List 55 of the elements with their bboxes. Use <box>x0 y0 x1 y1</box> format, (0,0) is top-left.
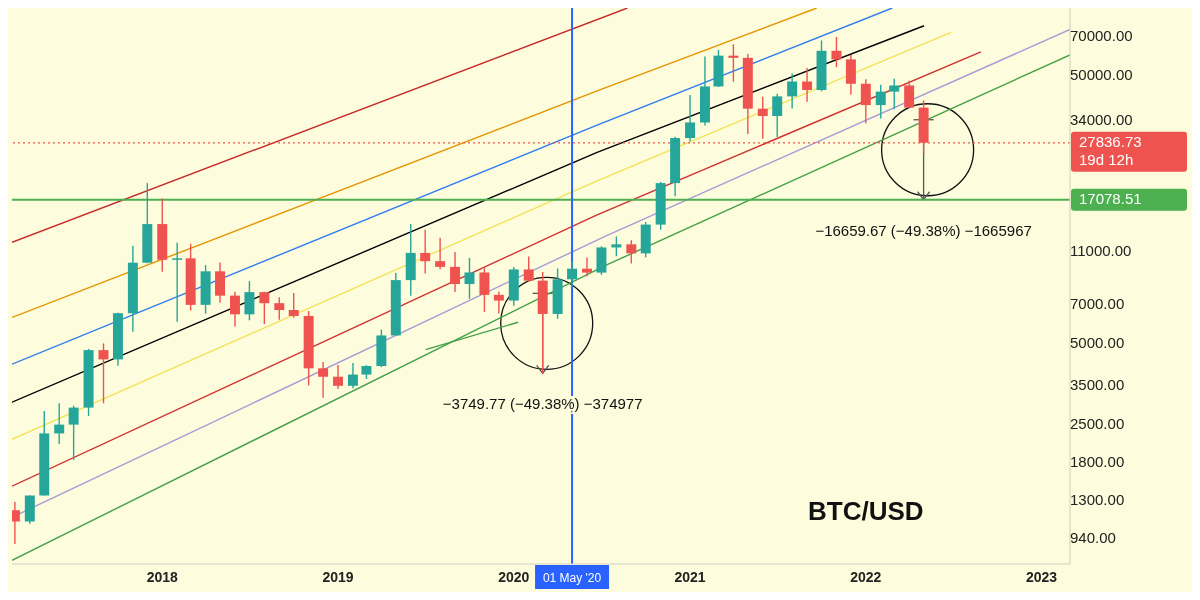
candlestick <box>54 402 65 445</box>
x-tick-label: 2023 <box>1026 568 1058 585</box>
x-tick-label: 2020 <box>498 568 530 585</box>
candlestick <box>464 257 475 300</box>
x-tick-label: 2019 <box>322 568 354 585</box>
candlestick <box>523 255 534 283</box>
candlestick <box>757 96 768 140</box>
candlestick <box>889 78 900 110</box>
y-tick-label: 940.00 <box>1070 529 1116 547</box>
y-tick-label: 3500.00 <box>1070 375 1125 393</box>
candlestick <box>229 290 240 328</box>
candlestick <box>259 290 270 325</box>
candlestick <box>493 291 504 315</box>
candlestick <box>244 280 255 321</box>
candlestick <box>479 267 490 313</box>
x-tick-label: 2021 <box>674 568 706 585</box>
text: BTC/USD <box>808 496 924 526</box>
y-tick-label: 1300.00 <box>1070 491 1125 509</box>
candlestick <box>274 296 285 321</box>
candlestick <box>611 235 622 257</box>
x-tick-label: 2018 <box>146 568 179 585</box>
candlestick <box>787 72 798 110</box>
ref-line-label: 27836.73 19d 12h <box>1079 132 1142 168</box>
candlestick <box>728 43 739 83</box>
candlestick <box>904 79 915 109</box>
candlestick <box>420 229 431 275</box>
ref-line-label: 01 May '20 <box>542 571 602 585</box>
candlestick <box>172 242 183 323</box>
candlestick <box>288 292 299 319</box>
candlestick <box>860 78 871 125</box>
y-tick-label: 5000.00 <box>1070 334 1125 352</box>
candlestick <box>333 364 343 390</box>
x-tick-label: 2022 <box>850 568 882 585</box>
y-tick-label: 7000.00 <box>1070 295 1125 313</box>
candlestick <box>802 67 813 103</box>
candlestick <box>450 251 461 293</box>
candlestick <box>626 239 637 265</box>
candlestick <box>582 256 592 278</box>
candlestick <box>875 84 886 120</box>
y-tick-label: 50000.00 <box>1070 65 1133 83</box>
candlestick <box>831 36 842 68</box>
candlestick <box>685 94 696 143</box>
candlestick <box>68 404 79 461</box>
candlestick <box>318 361 329 399</box>
y-tick-label: 11000.00 <box>1070 242 1132 260</box>
y-tick-label: 2500.00 <box>1070 415 1125 433</box>
candlestick <box>347 362 358 389</box>
candlestick <box>567 260 578 288</box>
ref-line-label: 17078.51 <box>1079 189 1142 207</box>
candlestick <box>772 93 783 138</box>
annotation: −16659.67 (−49.38%) −1665967 <box>815 221 1032 239</box>
candlestick <box>435 237 446 271</box>
y-tick-label: 1800.00 <box>1070 453 1125 471</box>
y-tick-label: 70000.00 <box>1070 26 1133 44</box>
y-tick-label: 34000.00 <box>1070 110 1133 128</box>
